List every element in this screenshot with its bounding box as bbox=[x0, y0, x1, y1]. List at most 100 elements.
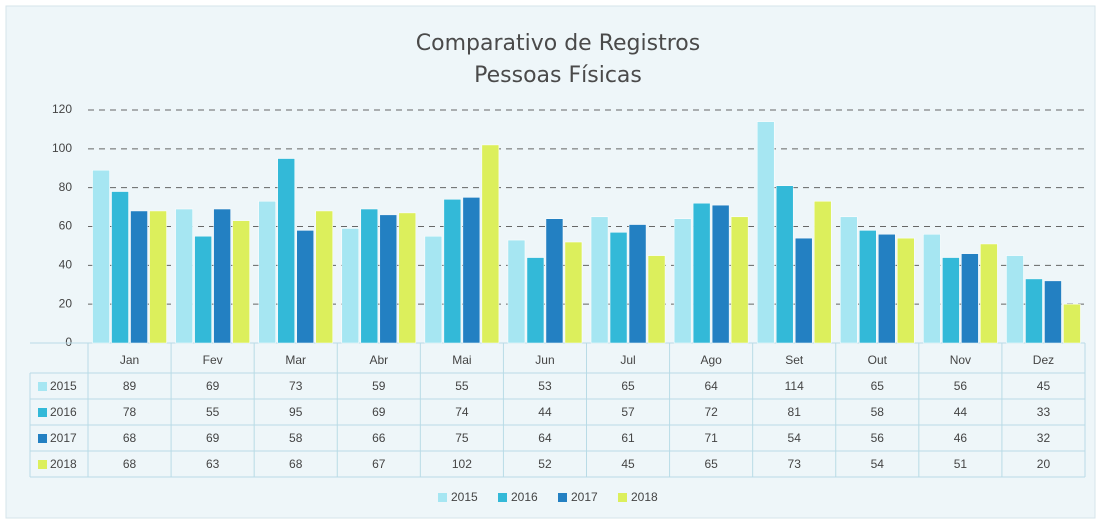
y-tick-label: 60 bbox=[59, 219, 73, 233]
legend-swatch bbox=[38, 408, 47, 417]
table-row-label: 2016 bbox=[50, 405, 77, 419]
x-tick-label: Jun bbox=[535, 353, 554, 367]
bar bbox=[507, 239, 526, 344]
bar bbox=[130, 210, 148, 344]
bar bbox=[961, 253, 979, 344]
table-value: 32 bbox=[1037, 431, 1051, 445]
table-value: 58 bbox=[871, 405, 885, 419]
bar bbox=[232, 220, 250, 344]
table-value: 64 bbox=[538, 431, 552, 445]
bar bbox=[424, 235, 443, 344]
bar bbox=[545, 218, 564, 344]
chart-subtitle: Pessoas Físicas bbox=[474, 63, 642, 88]
x-tick-label: Nov bbox=[950, 353, 971, 367]
bar bbox=[258, 201, 276, 344]
bar bbox=[1006, 255, 1024, 344]
x-tick-label: Jul bbox=[620, 353, 635, 367]
y-tick-label: 40 bbox=[59, 258, 73, 272]
table-value: 72 bbox=[704, 405, 718, 419]
bar bbox=[813, 201, 832, 344]
bar bbox=[175, 208, 193, 344]
table-value: 114 bbox=[785, 379, 804, 393]
legend-swatch bbox=[558, 493, 567, 502]
table-value: 45 bbox=[621, 457, 635, 471]
bar bbox=[609, 232, 628, 344]
bar bbox=[213, 208, 231, 344]
table-value: 44 bbox=[954, 405, 968, 419]
legend-swatch bbox=[38, 382, 47, 391]
bar bbox=[590, 216, 609, 344]
table-value: 56 bbox=[871, 431, 885, 445]
table-value: 69 bbox=[372, 405, 386, 419]
bar bbox=[398, 212, 417, 344]
bar bbox=[878, 234, 896, 344]
bar bbox=[149, 210, 167, 344]
table-value: 46 bbox=[954, 431, 968, 445]
table-value: 67 bbox=[372, 457, 386, 471]
bar bbox=[481, 144, 500, 344]
table-value: 65 bbox=[871, 379, 885, 393]
x-tick-label: Abr bbox=[369, 353, 388, 367]
table-value: 81 bbox=[788, 405, 802, 419]
x-tick-label: Set bbox=[785, 353, 804, 367]
bar bbox=[296, 230, 314, 344]
table-row-label: 2018 bbox=[50, 457, 77, 471]
bar bbox=[942, 257, 960, 344]
table-row-label: 2015 bbox=[50, 379, 77, 393]
table-value: 75 bbox=[455, 431, 469, 445]
table-row-label: 2017 bbox=[50, 431, 77, 445]
bar bbox=[1025, 278, 1043, 344]
table-value: 78 bbox=[123, 405, 137, 419]
bar bbox=[794, 237, 813, 344]
table-value: 44 bbox=[538, 405, 552, 419]
bar bbox=[379, 214, 398, 344]
bar bbox=[923, 234, 941, 344]
table-value: 89 bbox=[123, 379, 137, 393]
table-value: 66 bbox=[372, 431, 386, 445]
y-tick-label: 20 bbox=[59, 296, 73, 310]
table-value: 69 bbox=[206, 379, 220, 393]
bar bbox=[315, 210, 333, 344]
y-tick-label: 80 bbox=[59, 180, 73, 194]
legend-label: 2015 bbox=[451, 490, 478, 504]
bar bbox=[647, 255, 666, 344]
table-value: 51 bbox=[954, 457, 968, 471]
table-value: 95 bbox=[289, 405, 303, 419]
table-value: 61 bbox=[621, 431, 635, 445]
table-value: 73 bbox=[788, 457, 802, 471]
bar bbox=[692, 202, 711, 344]
table-value: 53 bbox=[538, 379, 552, 393]
legend-swatch bbox=[438, 493, 447, 502]
bar bbox=[673, 218, 692, 344]
table-value: 55 bbox=[206, 405, 220, 419]
y-tick-label: 0 bbox=[65, 335, 72, 349]
table-value: 65 bbox=[704, 457, 718, 471]
bar bbox=[1063, 303, 1081, 344]
legend-label: 2017 bbox=[571, 490, 598, 504]
table-value: 56 bbox=[954, 379, 968, 393]
bar bbox=[443, 199, 462, 344]
chart-title: Comparativo de Registros bbox=[416, 31, 700, 56]
table-value: 68 bbox=[289, 457, 303, 471]
legend-swatch bbox=[38, 460, 47, 469]
table-value: 63 bbox=[206, 457, 220, 471]
bar bbox=[111, 191, 129, 344]
bar bbox=[897, 237, 915, 344]
table-value: 64 bbox=[704, 379, 718, 393]
x-tick-label: Jan bbox=[120, 353, 139, 367]
x-tick-label: Out bbox=[868, 353, 888, 367]
table-value: 55 bbox=[455, 379, 469, 393]
x-tick-label: Mar bbox=[285, 353, 306, 367]
y-tick-label: 120 bbox=[52, 102, 72, 116]
x-tick-label: Mai bbox=[452, 353, 471, 367]
legend-label: 2018 bbox=[631, 490, 658, 504]
table-value: 71 bbox=[704, 431, 718, 445]
bar bbox=[526, 257, 545, 344]
table-value: 59 bbox=[372, 379, 386, 393]
table-value: 54 bbox=[788, 431, 802, 445]
bar bbox=[194, 235, 212, 344]
bar bbox=[730, 216, 749, 344]
bar bbox=[564, 241, 583, 344]
table-value: 57 bbox=[621, 405, 635, 419]
